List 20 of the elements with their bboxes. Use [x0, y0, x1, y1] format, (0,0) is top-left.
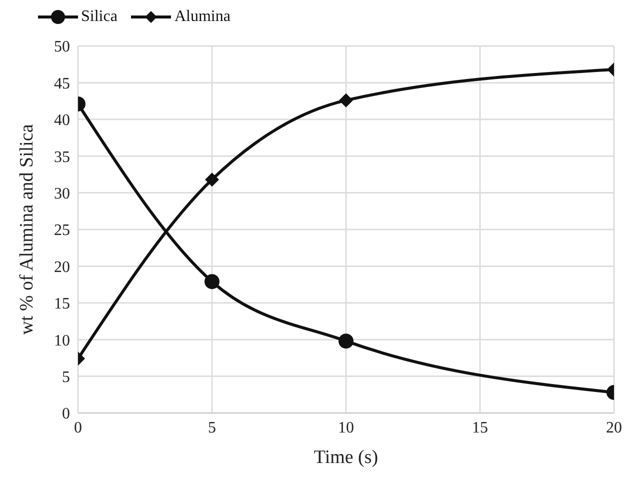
x-axis-title: Time (s)	[314, 447, 378, 468]
y-tick-label: 40	[54, 112, 70, 130]
y-axis-title: wt % of Alumina and Silica	[16, 124, 38, 335]
y-tick-label: 25	[54, 222, 70, 240]
y-tick-label: 50	[54, 38, 70, 56]
y-tick-label: 45	[54, 75, 70, 92]
legend-label: Silica	[81, 8, 118, 26]
y-tick-label: 35	[54, 148, 70, 166]
x-tick-label: 0	[74, 419, 82, 436]
y-tick-label: 20	[54, 258, 70, 276]
x-tick-label: 20	[606, 419, 622, 436]
y-tick-label: 15	[54, 296, 70, 313]
y-tick-label: 30	[54, 185, 70, 202]
legend-label: Alumina	[174, 8, 230, 26]
x-tick-label: 5	[208, 419, 216, 436]
y-tick-label: 5	[62, 368, 70, 386]
x-tick-label: 15	[472, 419, 488, 436]
y-tick-label: 0	[62, 406, 70, 423]
x-tick-label: 10	[338, 419, 354, 436]
y-tick-label: 10	[54, 332, 70, 350]
